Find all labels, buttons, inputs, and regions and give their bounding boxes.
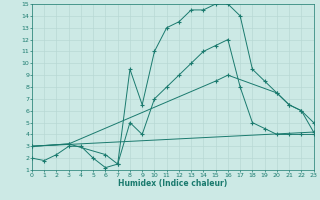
X-axis label: Humidex (Indice chaleur): Humidex (Indice chaleur) — [118, 179, 228, 188]
